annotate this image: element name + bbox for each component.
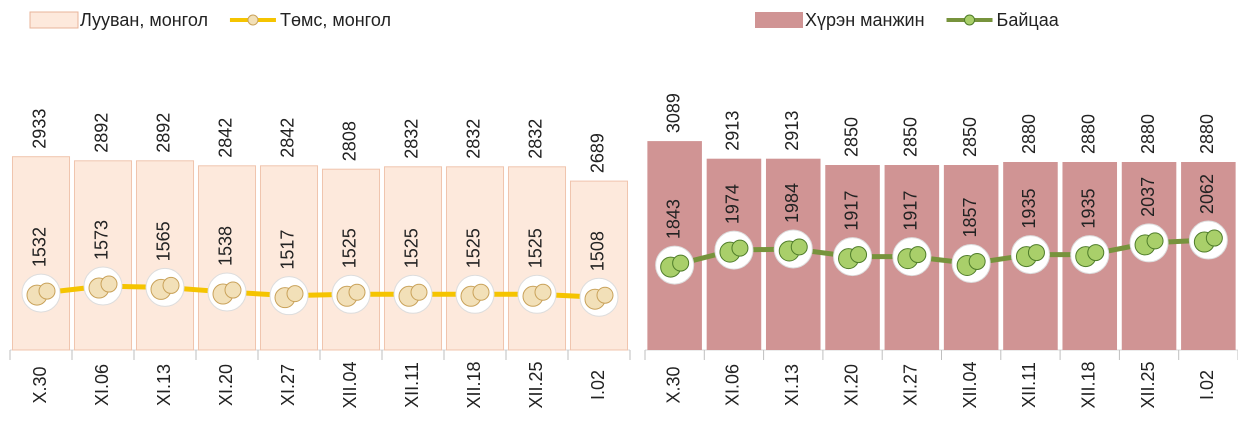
legend-label: Байцаа <box>997 10 1060 30</box>
marker-icon <box>163 277 179 293</box>
line-value-label: 1917 <box>901 191 921 231</box>
line-value-label: 1843 <box>663 199 683 239</box>
x-tick-label: I.02 <box>1197 370 1217 400</box>
bar-value-label: 2933 <box>30 109 50 149</box>
legend-label: Төмс, монгол <box>280 10 391 30</box>
bar-value-label: 2850 <box>841 117 861 157</box>
marker-icon <box>39 283 55 299</box>
marker-icon <box>535 284 551 300</box>
bar-value-label: 2880 <box>1138 114 1158 154</box>
line-value-label: 1525 <box>464 228 484 268</box>
legend-icon <box>248 15 258 25</box>
bar-value-label: 2913 <box>723 111 743 151</box>
marker-icon <box>287 286 303 302</box>
x-tick-label: XI.27 <box>278 364 298 406</box>
x-tick-label: XII.18 <box>1079 361 1099 408</box>
x-tick-label: XI.06 <box>723 364 743 406</box>
marker-icon <box>732 240 748 256</box>
line-value-label: 1517 <box>278 230 298 270</box>
x-tick-label: XII.11 <box>1019 362 1039 408</box>
marker-icon <box>851 247 867 263</box>
x-tick-label: X.30 <box>663 366 683 403</box>
x-tick-label: XII.18 <box>464 361 484 408</box>
bar-value-label: 2832 <box>402 119 422 159</box>
x-tick-label: XI.06 <box>92 364 112 406</box>
line-value-label: 2037 <box>1138 177 1158 217</box>
bar-value-label: 2842 <box>216 118 236 158</box>
marker-icon <box>1206 230 1222 246</box>
x-tick-label: XII.04 <box>340 361 360 408</box>
bar-value-label: 2892 <box>154 113 174 153</box>
line-value-label: 1532 <box>30 227 50 267</box>
bar-value-label: 2892 <box>92 113 112 153</box>
marker-icon <box>473 284 489 300</box>
bar-value-label: 2689 <box>588 133 608 173</box>
marker-icon <box>101 276 117 292</box>
x-tick-label: XII.25 <box>1138 361 1158 408</box>
x-tick-label: XI.13 <box>154 364 174 406</box>
marker-icon <box>791 239 807 255</box>
x-tick-label: XI.13 <box>782 364 802 406</box>
x-tick-label: XI.20 <box>841 364 861 406</box>
bar-value-label: 2808 <box>340 121 360 161</box>
bar <box>647 141 702 350</box>
line-value-label: 1525 <box>402 228 422 268</box>
marker-icon <box>1028 245 1044 261</box>
line-value-label: 1525 <box>526 228 546 268</box>
line-value-label: 1935 <box>1079 189 1099 229</box>
bar-value-label: 2880 <box>1079 114 1099 154</box>
line-value-label: 1974 <box>723 184 743 224</box>
marker-icon <box>910 247 926 263</box>
bar-value-label: 3089 <box>663 93 683 133</box>
x-tick-label: XI.27 <box>901 364 921 406</box>
marker-icon <box>969 253 985 269</box>
bar-value-label: 2880 <box>1019 114 1039 154</box>
line-value-label: 1857 <box>960 197 980 237</box>
line-value-label: 1525 <box>340 228 360 268</box>
legend-label: Хүрэн манжин <box>805 10 925 30</box>
x-tick-label: XI.20 <box>216 364 236 406</box>
bar-value-label: 2842 <box>278 118 298 158</box>
x-tick-label: XII.11 <box>402 362 422 408</box>
marker-icon <box>1147 233 1163 249</box>
bar-value-label: 2832 <box>464 119 484 159</box>
bar-value-label: 2850 <box>960 117 980 157</box>
line-value-label: 1984 <box>782 183 802 223</box>
legend-icon <box>965 15 975 25</box>
bar-value-label: 2850 <box>901 117 921 157</box>
x-tick-label: I.02 <box>588 370 608 400</box>
marker-icon <box>349 284 365 300</box>
marker-icon <box>225 282 241 298</box>
line-value-label: 1538 <box>216 226 236 266</box>
bar-value-label: 2880 <box>1197 114 1217 154</box>
marker-icon <box>411 284 427 300</box>
x-tick-label: XII.04 <box>960 361 980 408</box>
chart: Лууван, монгол Төмс, монгол X.30 XI.06 XI.13… <box>0 0 1238 423</box>
x-tick-label: X.30 <box>30 366 50 403</box>
page: Лууван, монгол Төмс, монгол X.30 XI.06 XI.13… <box>0 0 1238 423</box>
legend-swatch <box>755 12 803 28</box>
bar-value-label: 2832 <box>526 119 546 159</box>
marker-icon <box>1088 245 1104 261</box>
legend-label: Лууван, монгол <box>80 10 208 30</box>
marker-icon <box>673 255 689 271</box>
line-value-label: 1935 <box>1019 189 1039 229</box>
bar-value-label: 2913 <box>782 111 802 151</box>
x-tick-label: XII.25 <box>526 361 546 408</box>
line-value-label: 1573 <box>92 220 112 260</box>
line-value-label: 1917 <box>841 191 861 231</box>
line-value-label: 1508 <box>588 231 608 271</box>
line-value-label: 2062 <box>1197 174 1217 214</box>
line-value-label: 1565 <box>154 221 174 261</box>
marker-icon <box>597 287 613 303</box>
legend-swatch <box>30 12 78 28</box>
